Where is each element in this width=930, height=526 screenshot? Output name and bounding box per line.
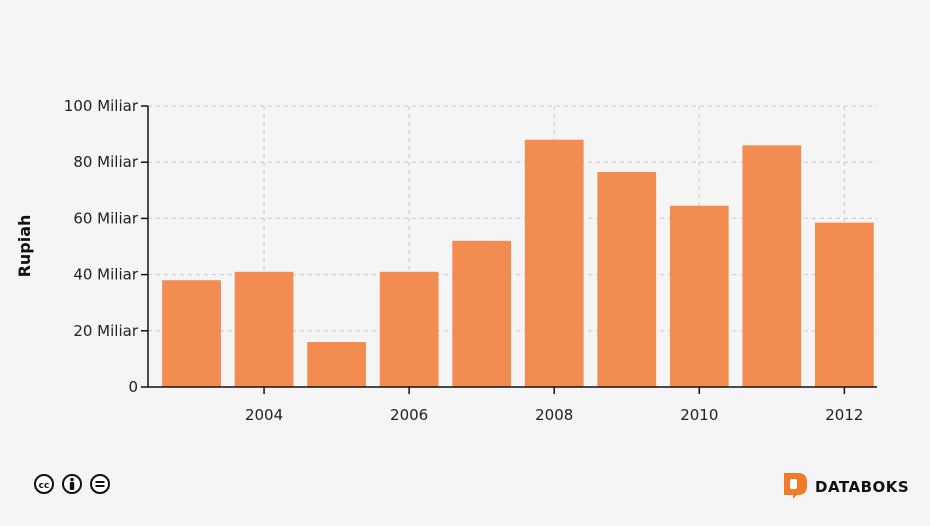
- cc-icon: cc: [34, 474, 54, 494]
- bar-2009: [597, 172, 657, 387]
- nd-no-derivatives-icon: [90, 474, 110, 494]
- x-tick-label: 2008: [535, 406, 573, 424]
- y-tick-label: 80 Miliar: [73, 153, 138, 171]
- y-axis-label: Rupiah: [15, 215, 34, 278]
- y-tick-label: 100 Miliar: [64, 97, 139, 115]
- y-tick-label: 0: [128, 378, 138, 396]
- bar-2006: [379, 271, 439, 387]
- x-tick-label: 2004: [245, 406, 283, 424]
- x-tick-label: 2012: [825, 406, 863, 424]
- y-tick-labels: 0 20 Miliar 40 Miliar 60 Miliar 80 Miliar 100…: [64, 97, 139, 396]
- bar-2010: [669, 205, 729, 387]
- databoks-logo-icon: [784, 473, 807, 499]
- axes: [141, 105, 877, 394]
- svg-text:cc: cc: [39, 481, 50, 491]
- x-tick-labels: 2004 2006 2008 2010 2012: [245, 406, 863, 424]
- x-tick-label: 2010: [680, 406, 718, 424]
- bar-2004: [234, 271, 294, 387]
- bar-2012: [814, 222, 874, 387]
- y-tick-label: 20 Miliar: [73, 322, 138, 340]
- bar-2003: [162, 280, 221, 387]
- bars: [162, 139, 874, 387]
- by-attribution-icon: [62, 474, 82, 494]
- x-tick-label: 2006: [390, 406, 428, 424]
- bar-2008: [524, 139, 584, 387]
- bar-2007: [452, 240, 512, 387]
- y-tick-label: 60 Miliar: [73, 209, 138, 227]
- brand-name: DATABOKS: [815, 478, 909, 496]
- y-tick-label: 40 Miliar: [73, 266, 138, 284]
- bar-2005: [307, 342, 366, 387]
- bar-2011: [742, 145, 802, 387]
